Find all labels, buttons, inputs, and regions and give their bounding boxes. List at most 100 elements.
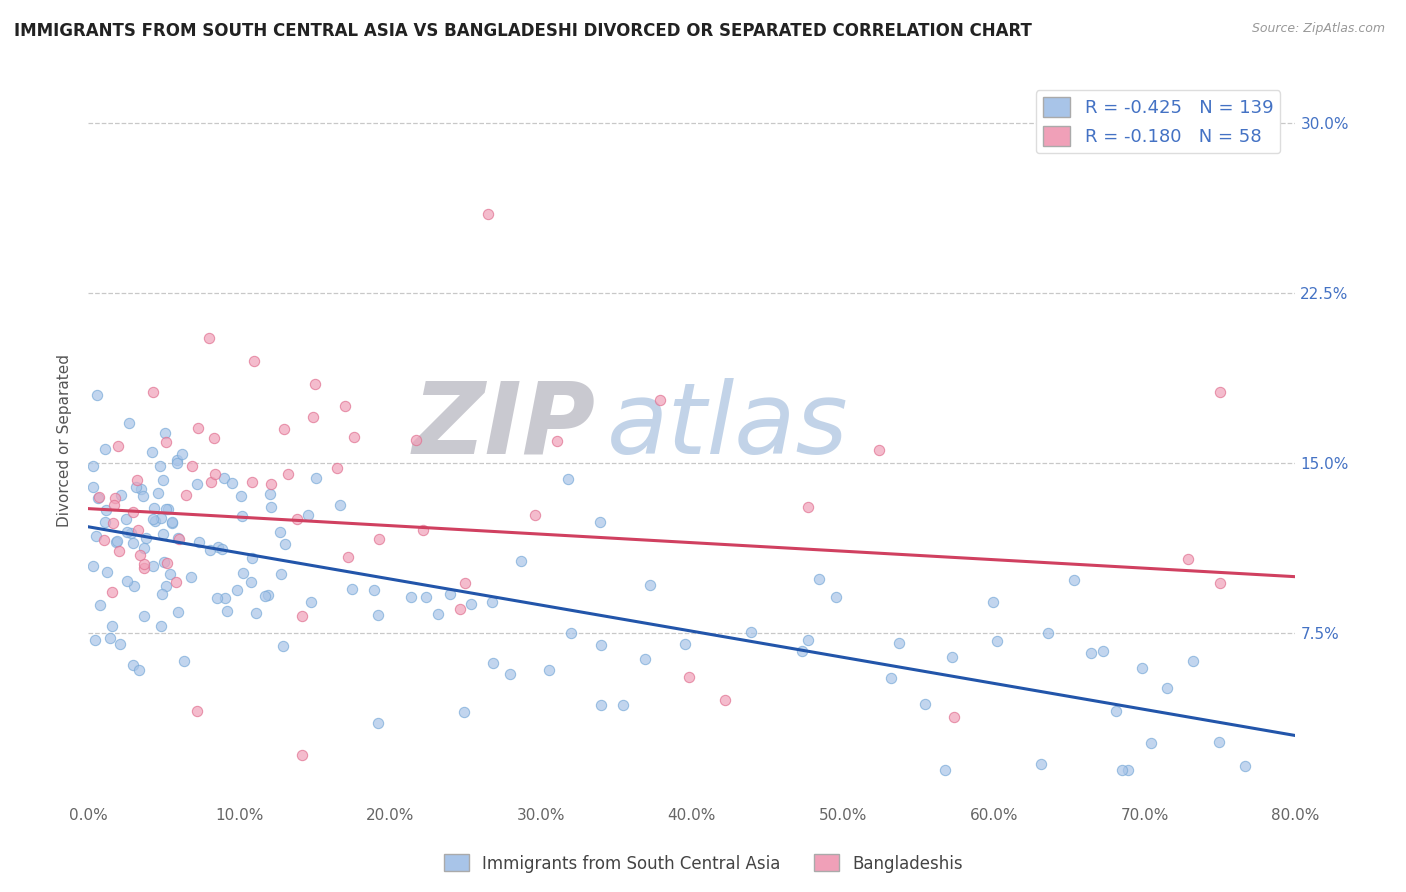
- Point: [198, 331, 221, 345]
- Point: [367, 716, 389, 731]
- Point: [1177, 551, 1199, 566]
- Point: [211, 542, 233, 557]
- Point: [122, 579, 145, 593]
- Point: [343, 430, 366, 444]
- Point: [101, 516, 124, 531]
- Point: [104, 535, 127, 549]
- Point: [108, 637, 131, 651]
- Point: [363, 583, 385, 598]
- Point: [118, 417, 141, 431]
- Point: [156, 556, 179, 570]
- Point: [221, 475, 243, 490]
- Point: [274, 537, 297, 551]
- Point: [941, 650, 963, 665]
- Point: [229, 489, 252, 503]
- Point: [115, 525, 138, 540]
- Point: [120, 525, 142, 540]
- Point: [240, 475, 263, 490]
- Point: [142, 559, 165, 574]
- Point: [93, 533, 115, 547]
- Point: [104, 491, 127, 506]
- Point: [291, 609, 314, 624]
- Point: [176, 487, 198, 501]
- Point: [198, 542, 221, 557]
- Point: [1140, 735, 1163, 749]
- Point: [260, 477, 283, 491]
- Point: [110, 488, 132, 502]
- Point: [880, 671, 903, 685]
- Point: [232, 566, 254, 580]
- Point: [301, 410, 323, 425]
- Point: [155, 426, 177, 441]
- Point: [186, 704, 208, 718]
- Point: [499, 667, 522, 681]
- Point: [159, 567, 181, 582]
- Point: [269, 525, 291, 540]
- Point: [121, 505, 143, 519]
- Point: [124, 480, 146, 494]
- Text: Source: ZipAtlas.com: Source: ZipAtlas.com: [1251, 22, 1385, 36]
- Point: [304, 376, 326, 391]
- Point: [86, 529, 108, 543]
- Point: [204, 467, 226, 481]
- Point: [1091, 643, 1114, 657]
- Point: [790, 644, 813, 658]
- Point: [942, 710, 965, 724]
- Point: [83, 633, 105, 648]
- Point: [634, 652, 657, 666]
- Point: [305, 470, 328, 484]
- Point: [1080, 647, 1102, 661]
- Point: [186, 476, 208, 491]
- Point: [509, 554, 531, 568]
- Point: [143, 514, 166, 528]
- Point: [401, 591, 423, 605]
- Point: [453, 706, 475, 720]
- Point: [481, 595, 503, 609]
- Point: [115, 574, 138, 588]
- Point: [1029, 756, 1052, 771]
- Point: [149, 511, 172, 525]
- Point: [537, 663, 560, 677]
- Point: [94, 442, 117, 456]
- Point: [160, 515, 183, 529]
- Point: [589, 516, 612, 530]
- Point: [454, 575, 477, 590]
- Point: [257, 588, 280, 602]
- Point: [291, 747, 314, 762]
- Point: [367, 607, 389, 622]
- Point: [1209, 384, 1232, 399]
- Point: [986, 633, 1008, 648]
- Point: [166, 456, 188, 470]
- Point: [101, 585, 124, 599]
- Point: [132, 608, 155, 623]
- Point: [1104, 704, 1126, 718]
- Point: [797, 500, 820, 515]
- Point: [132, 489, 155, 503]
- Point: [153, 555, 176, 569]
- Point: [333, 400, 356, 414]
- Point: [367, 532, 389, 546]
- Point: [142, 385, 165, 400]
- Point: [1111, 763, 1133, 777]
- Point: [460, 597, 482, 611]
- Point: [648, 393, 671, 408]
- Point: [243, 354, 266, 368]
- Point: [1234, 759, 1257, 773]
- Point: [167, 605, 190, 619]
- Point: [170, 447, 193, 461]
- Point: [200, 475, 222, 489]
- Y-axis label: Divorced or Separated: Divorced or Separated: [58, 354, 72, 527]
- Legend: R = -0.425   N = 139, R = -0.180   N = 58: R = -0.425 N = 139, R = -0.180 N = 58: [1036, 90, 1281, 153]
- Text: atlas: atlas: [607, 377, 849, 475]
- Point: [253, 589, 276, 603]
- Point: [150, 587, 173, 601]
- Point: [149, 459, 172, 474]
- Text: IMMIGRANTS FROM SOUTH CENTRAL ASIA VS BANGLADESHI DIVORCED OR SEPARATED CORRELAT: IMMIGRANTS FROM SOUTH CENTRAL ASIA VS BA…: [14, 22, 1032, 40]
- Point: [101, 619, 124, 633]
- Point: [212, 471, 235, 485]
- Point: [127, 474, 149, 488]
- Point: [82, 458, 104, 473]
- Point: [187, 421, 209, 435]
- Point: [271, 639, 294, 653]
- Point: [740, 625, 762, 640]
